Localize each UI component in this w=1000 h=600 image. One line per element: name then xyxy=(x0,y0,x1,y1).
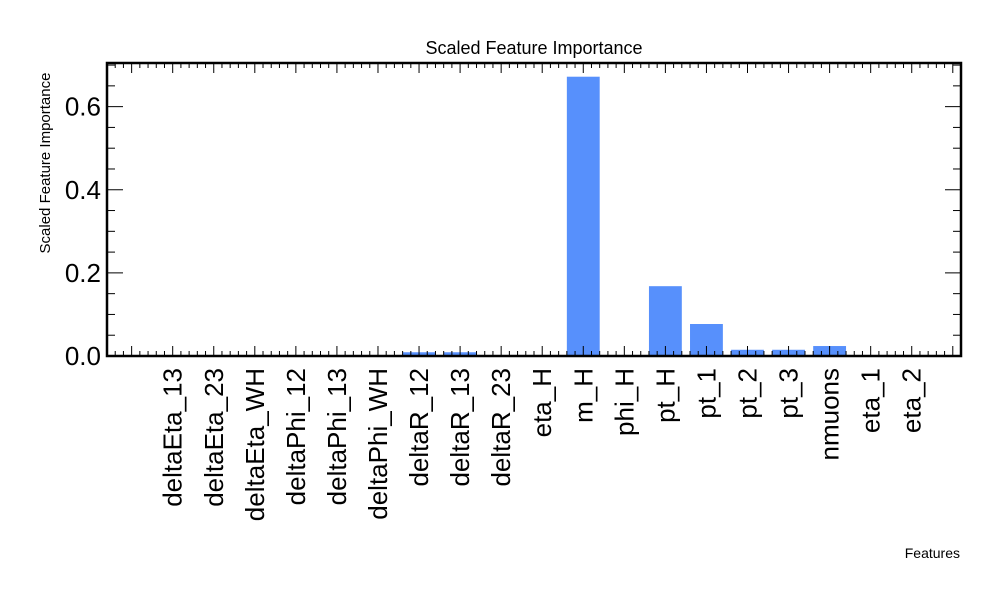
x-tick-label: eta_2 xyxy=(897,368,927,433)
x-tick-label: deltaPhi_12 xyxy=(281,368,311,505)
y-axis-label: Scaled Feature Importance xyxy=(37,73,54,254)
plot-frame xyxy=(105,61,963,358)
bar-m_H xyxy=(566,76,600,357)
y-tick-label: 0.4 xyxy=(65,175,101,205)
x-tick-label: deltaR_12 xyxy=(404,368,434,487)
x-tick-label: eta_1 xyxy=(856,368,886,433)
x-tick-label: deltaEta_13 xyxy=(158,368,188,507)
bars-group xyxy=(402,76,847,357)
x-tick-label: pt_3 xyxy=(774,368,804,419)
x-tick-label: eta_H xyxy=(527,368,557,437)
x-tick-label: deltaPhi_13 xyxy=(322,368,352,505)
y-tick-label: 0.0 xyxy=(65,341,101,371)
x-tick-labels: deltaEta_13 deltaEta_23 deltaEta_WH deltaPh… xyxy=(158,368,927,521)
x-tick-label: pt_2 xyxy=(733,368,763,419)
x-tick-label: pt_H xyxy=(650,368,680,423)
x-tick-label: deltaR_23 xyxy=(486,368,516,487)
x-tick-label: deltaR_13 xyxy=(445,368,475,487)
x-tick-label: pt_1 xyxy=(691,368,721,419)
y-tick-label: 0.6 xyxy=(65,92,101,122)
x-tick-label: phi_H xyxy=(609,368,639,436)
x-tick-label: m_H xyxy=(568,368,598,423)
x-axis-label: Features xyxy=(905,545,960,561)
x-tick-label: deltaEta_WH xyxy=(240,368,270,521)
y-tick-labels: 0.0 0.2 0.4 0.6 xyxy=(65,92,101,371)
x-tick-label: nmuons xyxy=(815,368,845,461)
x-tick-label: deltaEta_23 xyxy=(199,368,229,507)
x-tick-label: deltaPhi_WH xyxy=(363,368,393,520)
ticks-group xyxy=(107,63,961,356)
y-tick-label: 0.2 xyxy=(65,258,101,288)
chart-title: Scaled Feature Importance xyxy=(425,38,642,58)
bar-pt_H xyxy=(648,286,682,356)
